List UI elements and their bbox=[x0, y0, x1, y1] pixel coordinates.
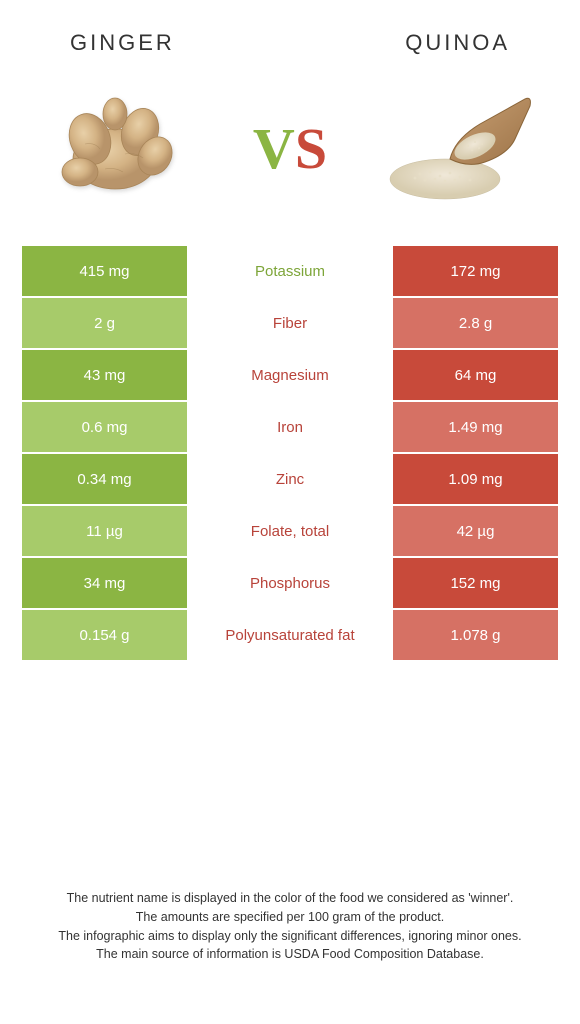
cell-nutrient: Magnesium bbox=[187, 350, 393, 400]
ginger-image bbox=[40, 79, 200, 219]
cell-right: 1.078 g bbox=[393, 610, 558, 660]
table-row: 2 gFiber2.8 g bbox=[22, 298, 558, 348]
title-right: QUINOA bbox=[405, 30, 510, 56]
nutrition-table: 415 mgPotassium172 mg2 gFiber2.8 g43 mgM… bbox=[0, 246, 580, 660]
table-row: 11 µgFolate, total42 µg bbox=[22, 506, 558, 556]
vs-s: S bbox=[295, 116, 327, 181]
table-row: 0.34 mgZinc1.09 mg bbox=[22, 454, 558, 504]
cell-left: 43 mg bbox=[22, 350, 187, 400]
cell-right: 42 µg bbox=[393, 506, 558, 556]
cell-right: 2.8 g bbox=[393, 298, 558, 348]
footer-line: The main source of information is USDA F… bbox=[20, 945, 560, 964]
images-row: VS bbox=[0, 66, 580, 246]
table-row: 0.154 gPolyunsaturated fat1.078 g bbox=[22, 610, 558, 660]
table-row: 34 mgPhosphorus152 mg bbox=[22, 558, 558, 608]
cell-nutrient: Iron bbox=[187, 402, 393, 452]
cell-right: 64 mg bbox=[393, 350, 558, 400]
cell-nutrient: Folate, total bbox=[187, 506, 393, 556]
vs-v: V bbox=[253, 116, 295, 181]
footer-line: The nutrient name is displayed in the co… bbox=[20, 889, 560, 908]
cell-nutrient: Phosphorus bbox=[187, 558, 393, 608]
cell-left: 2 g bbox=[22, 298, 187, 348]
footer-line: The amounts are specified per 100 gram o… bbox=[20, 908, 560, 927]
cell-nutrient: Potassium bbox=[187, 246, 393, 296]
quinoa-image bbox=[380, 79, 540, 219]
header: GINGER QUINOA bbox=[0, 0, 580, 66]
cell-left: 0.6 mg bbox=[22, 402, 187, 452]
cell-right: 152 mg bbox=[393, 558, 558, 608]
cell-right: 1.49 mg bbox=[393, 402, 558, 452]
footer-line: The infographic aims to display only the… bbox=[20, 927, 560, 946]
cell-left: 11 µg bbox=[22, 506, 187, 556]
footer: The nutrient name is displayed in the co… bbox=[0, 889, 580, 964]
table-row: 415 mgPotassium172 mg bbox=[22, 246, 558, 296]
cell-nutrient: Zinc bbox=[187, 454, 393, 504]
table-row: 43 mgMagnesium64 mg bbox=[22, 350, 558, 400]
cell-right: 1.09 mg bbox=[393, 454, 558, 504]
vs-label: VS bbox=[253, 115, 327, 182]
cell-left: 0.34 mg bbox=[22, 454, 187, 504]
cell-left: 415 mg bbox=[22, 246, 187, 296]
cell-left: 34 mg bbox=[22, 558, 187, 608]
cell-left: 0.154 g bbox=[22, 610, 187, 660]
cell-nutrient: Polyunsaturated fat bbox=[187, 610, 393, 660]
table-row: 0.6 mgIron1.49 mg bbox=[22, 402, 558, 452]
title-left: GINGER bbox=[70, 30, 175, 56]
cell-nutrient: Fiber bbox=[187, 298, 393, 348]
cell-right: 172 mg bbox=[393, 246, 558, 296]
